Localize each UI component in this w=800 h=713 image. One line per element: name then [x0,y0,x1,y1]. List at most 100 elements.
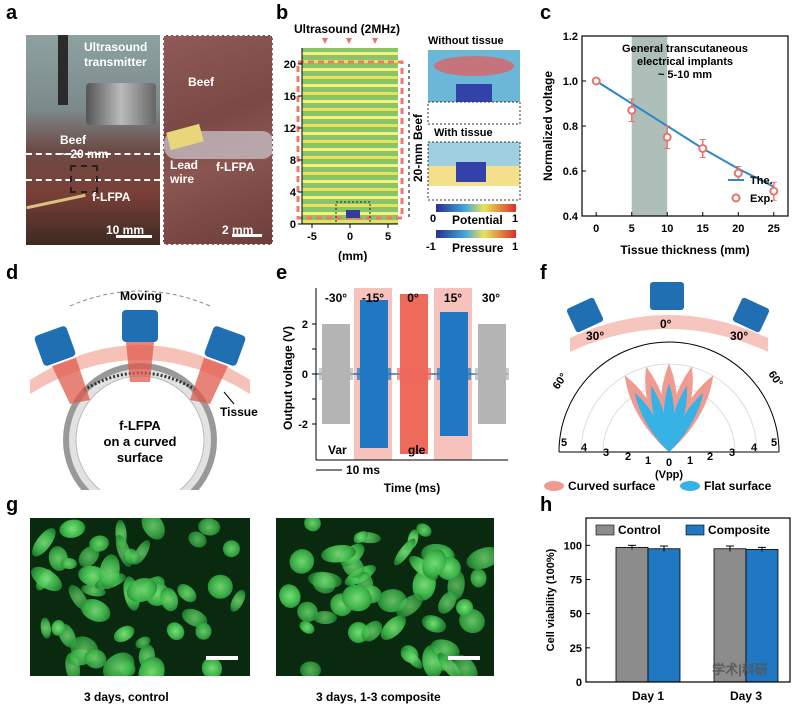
panel-c-label: c [540,2,552,24]
f-angle-left: 30° [586,329,604,343]
e-angle-label: 30° [482,291,500,305]
wave-stripe [302,196,398,199]
with-tissue-label: With tissue [434,127,493,139]
lead-wire-left [26,193,86,210]
e-var-text: Var [328,443,347,457]
beam-right [190,358,228,404]
potential-colorbar [436,204,516,212]
transducer-center [122,310,158,382]
cell [137,518,171,545]
panel-c-chart: General transcutaneous electrical implan… [541,31,789,257]
beef-left-label: Beef [60,133,87,147]
flfpa-right-label: f-LFPA [216,160,255,174]
us-arrow-2 [346,38,352,44]
h-frame [585,517,791,683]
e-ytick-label: 2 [302,319,308,331]
c-xlabel: Tissue thickness (mm) [620,243,749,257]
h-xtick-label: Day 3 [730,689,762,703]
h-ytick-label: 100 [564,540,582,552]
cell [60,556,78,570]
beam-center [126,342,154,382]
h-xticks: Day 1 Day 3 [632,689,762,703]
pressure-colorbar [436,230,516,238]
b-xticks: -5 0 5 [307,224,391,243]
cell [195,622,213,641]
scale-bar-g-left [206,656,238,660]
panel-f-figure: 30° 0° 30° 60° 60° 5 4 3 2 1 1 2 3 4 5 0 (Vpp) Cu… [544,282,785,493]
f-tick-left: 2 [625,451,631,463]
f-angle-right: 30° [730,329,748,343]
scale-bar-g-right [448,656,480,660]
cell [38,617,52,640]
thickness-label: ~ 20 mm [60,147,109,161]
f-tick-left: 3 [603,447,609,459]
f-legend-flat: Flat surface [704,479,772,493]
wave-stripe [302,116,398,119]
scale-left-label: 10 mm [106,223,145,237]
h-ytick-label: 0 [576,677,582,689]
panel-e-chart: -2 0 2 -30° -15° 0° 15° 30° Var gle 10 ms Outp… [281,288,509,495]
f-side-angle-left: 60° [551,371,570,392]
caption-composite: 3 days, 1-3 composite [316,690,441,704]
e-angle-label: -30° [325,291,347,305]
wave-stripe [302,220,398,223]
h-xtick-label: Day 1 [632,689,664,703]
wave-stripe [302,140,398,143]
c-ytick-label: 0.6 [563,166,578,178]
f-tick-right: 4 [751,442,758,454]
f-flat-lobe [668,392,704,453]
f-tick-right: 1 [687,455,693,467]
wave-stripe [302,84,398,87]
h-ytick-label: 50 [570,609,582,621]
e-bursts [316,294,509,454]
c-exp-point [627,105,637,115]
f-angle-center: 0° [660,317,672,331]
zoom-box [70,165,98,193]
c-ylabel: Normalized voltage [541,71,555,181]
wave-stripe [302,92,398,95]
wave-stripe [302,124,398,127]
pressure-label: Pressure [452,241,504,255]
e-ylabel: Output voltage (V) [281,326,295,430]
c-annot-1: General transcutaneous [622,43,748,55]
transducer-center-body [122,310,158,342]
beef-boundary-top [26,153,160,159]
e-burst-tail [475,368,509,380]
wave-stripe [302,156,398,159]
b-xtick-label: 0 [347,231,353,243]
f-outer-arc [558,341,780,453]
h-yticks: 0 25 50 75 100 [564,540,590,689]
scale-bar-right [232,234,262,237]
transducer-right [190,326,246,404]
wave-stripe [302,76,398,79]
f-legend-curved: Curved surface [568,479,656,493]
wave-stripe [302,68,398,71]
h-legend-composite: Composite [708,523,770,537]
e-ytick-label: -2 [298,419,308,431]
c-xticks: 0 5 10 15 20 25 [593,212,780,235]
f-tick-right: 5 [771,437,777,449]
transducer-left-body [34,326,76,366]
f-ticks: 5 4 3 2 1 1 2 3 4 5 [561,437,777,467]
us-arrow-1 [322,38,328,44]
b-ytick-label: 8 [290,155,296,167]
cell [220,538,242,560]
f-tissue-arc [570,315,768,352]
panel-b-label: b [276,2,289,24]
h-bar [647,548,681,683]
device-label-1: f-LFPA [119,418,161,433]
cell [312,610,337,625]
c-legend-the: The. [750,175,773,187]
beef-boundary-bottom [26,179,160,181]
tissue-pointer [223,391,235,405]
transmitter-head [86,83,156,125]
cell [301,518,325,535]
f-tick-left: 4 [581,442,588,454]
us-arrow-3 [372,38,378,44]
e-scale-label: 10 ms [346,463,380,477]
c-theory-line [595,80,775,188]
f-tick-left: 1 [645,455,651,467]
c-ytick-label: 1.0 [563,76,578,88]
wave-stripe [302,172,398,175]
beef-photo-right [163,35,273,245]
